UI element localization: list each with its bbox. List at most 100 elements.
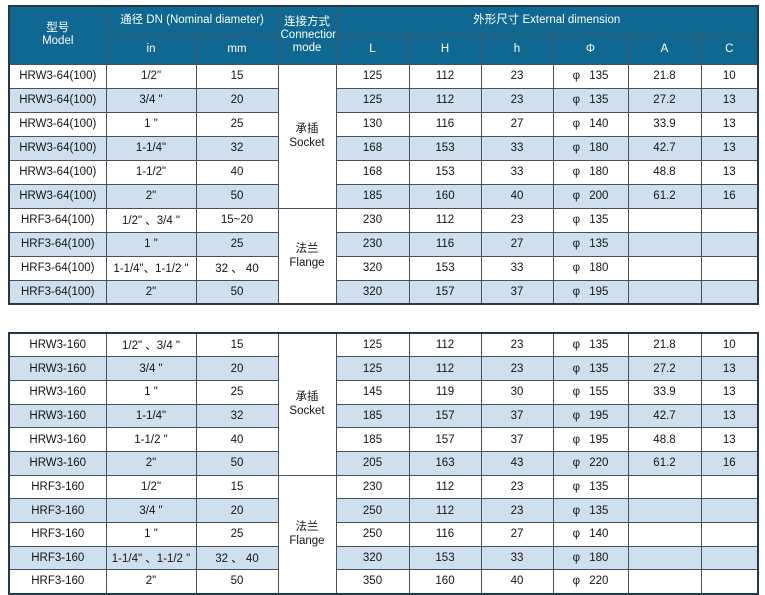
cell-mm: 32 、 40	[195, 545, 279, 571]
cell-model: HRF3-160	[8, 498, 107, 523]
cell-C	[700, 474, 759, 500]
table-row: HRW3-160 1/2" 、3/4 " 15 承插 Socket 125 112 23 φ 1…	[8, 332, 759, 476]
cell-phi: φ 140	[552, 522, 629, 547]
cell-C	[700, 255, 759, 281]
cell-C: 10	[700, 332, 759, 358]
cell-h: 40	[480, 183, 554, 209]
cell-in: 1 "	[105, 379, 197, 405]
cell-H: 153	[408, 255, 482, 281]
cell-model: HRF3-160	[8, 522, 107, 547]
cell-model: HRW3-160	[8, 379, 107, 405]
cell-mm: 50	[195, 279, 279, 305]
cell-H: 153	[408, 545, 482, 571]
cell-mm: 20	[195, 498, 279, 523]
cell-C: 16	[700, 450, 759, 476]
col-header-model: 型号 Model	[8, 5, 107, 65]
cell-mm: 25	[195, 522, 279, 547]
cell-L: 230	[335, 474, 410, 500]
cell-C: 13	[700, 111, 759, 137]
cell-phi: φ 135	[552, 63, 629, 89]
cell-A: 21.8	[627, 332, 702, 358]
col-header-phi: Φ	[552, 33, 629, 65]
cell-phi: φ 220	[552, 569, 629, 595]
cell-H: 116	[408, 111, 482, 137]
cell-phi: φ 200	[552, 183, 629, 209]
cell-L: 320	[335, 279, 410, 305]
cell-phi: φ 155	[552, 379, 629, 405]
cell-in: 1/2" 、3/4 "	[105, 332, 197, 358]
cell-A	[627, 545, 702, 571]
cell-C: 13	[700, 427, 759, 452]
cell-mm: 25	[195, 231, 279, 257]
cell-A	[627, 474, 702, 500]
cell-h: 27	[480, 522, 554, 547]
cell-h: 27	[480, 231, 554, 257]
cell-A: 33.9	[627, 379, 702, 405]
cell-H: 163	[408, 450, 482, 476]
cell-h: 30	[480, 379, 554, 405]
cell-L: 145	[335, 379, 410, 405]
cell-phi: φ 135	[552, 87, 629, 113]
connection-mode-en: Flange	[289, 256, 325, 269]
cell-A: 61.2	[627, 183, 702, 209]
cell-h: 23	[480, 498, 554, 523]
cell-in: 2"	[105, 279, 197, 305]
cell-A	[627, 279, 702, 305]
cell-phi: φ 220	[552, 450, 629, 476]
cell-mm: 20	[195, 356, 279, 381]
cell-C	[700, 522, 759, 547]
cell-H: 112	[408, 332, 482, 358]
cell-in: 3/4 "	[105, 87, 197, 113]
cell-model: HRW3-160	[8, 427, 107, 452]
cell-A: 42.7	[627, 403, 702, 429]
cell-model: HRW3-160	[8, 332, 107, 358]
table-row: HRF3-64(100) 1/2" 、3/4 " 15~20 法兰 Flange 230 1…	[8, 207, 759, 305]
table-row: HRF3-64(100) 1-1/4"、1-1/2 " 32 、 40 320 153 3…	[8, 255, 759, 281]
cell-H: 157	[408, 279, 482, 305]
cell-H: 116	[408, 231, 482, 257]
cell-in: 3/4 "	[105, 498, 197, 523]
table-header: 型号 Model 通径 DN (Nominal diameter) 连接方式 C…	[8, 5, 759, 65]
table-row: HRF3-160 1/2" 15 法兰 Flange 230 112 23 φ 135	[8, 474, 759, 595]
cell-mm: 20	[195, 87, 279, 113]
cell-h: 23	[480, 332, 554, 358]
cell-A	[627, 498, 702, 523]
cell-H: 160	[408, 183, 482, 209]
cell-L: 250	[335, 498, 410, 523]
cell-H: 112	[408, 474, 482, 500]
cell-A	[627, 569, 702, 595]
table-row: HRW3-160 1-1/4" 32 185 157 37 φ 195 42.7 13	[8, 403, 759, 429]
connection-mode-zh: 法兰	[295, 521, 319, 534]
connection-mode-en: Socket	[289, 405, 325, 418]
cell-h: 23	[480, 356, 554, 381]
cell-h: 33	[480, 545, 554, 571]
cell-phi: φ 135	[552, 474, 629, 500]
cell-in: 2"	[105, 569, 197, 595]
table-row: HRF3-160 1-1/4" 、1-1/2 " 32 、 40 320 153 33 φ …	[8, 545, 759, 571]
col-header-connection-zh: 连接方式	[284, 15, 330, 28]
cell-model: HRW3-64(100)	[8, 135, 107, 161]
col-header-connection-mode: 连接方式 Connection mode	[277, 5, 337, 65]
col-header-model-en: Model	[42, 35, 74, 48]
cell-in: 1-1/4" 、1-1/2 "	[105, 545, 197, 571]
cell-in: 1 "	[105, 522, 197, 547]
cell-C: 13	[700, 379, 759, 405]
cell-h: 23	[480, 474, 554, 500]
table-row: HRF3-160 2" 50 350 160 40 φ 220	[8, 569, 759, 595]
cell-h: 27	[480, 111, 554, 137]
cell-L: 230	[335, 231, 410, 257]
table-row: HRW3-160 2" 50 205 163 43 φ 220 61.2 16	[8, 450, 759, 476]
cell-model: HRF3-64(100)	[8, 207, 107, 233]
table-row: HRF3-160 1 " 25 250 116 27 φ 140	[8, 522, 759, 547]
cell-H: 157	[408, 403, 482, 429]
cell-C	[700, 231, 759, 257]
table-row: HRW3-160 1-1/2 " 40 185 157 37 φ 195 48.8 13	[8, 427, 759, 452]
cell-L: 185	[335, 183, 410, 209]
connection-mode-zh: 承插	[295, 391, 319, 404]
cell-A: 42.7	[627, 135, 702, 161]
cell-C	[700, 545, 759, 571]
cell-model: HRF3-64(100)	[8, 255, 107, 281]
cell-A	[627, 207, 702, 233]
cell-model: HRW3-160	[8, 450, 107, 476]
